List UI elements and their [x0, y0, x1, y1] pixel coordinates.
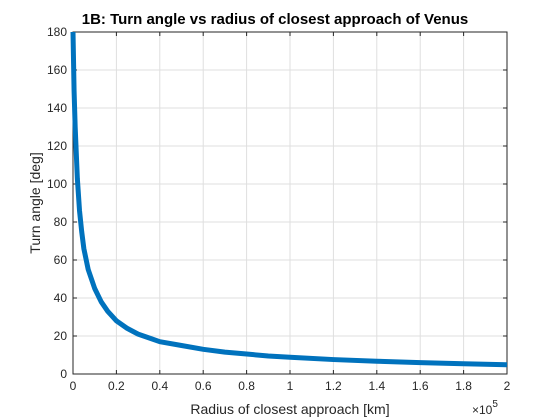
y-tick-label: 20 [54, 329, 68, 343]
tick-labels: 0 0.2 0.4 0.6 0.8 1 1.2 1.4 1.6 1.8 20204060801001… [47, 25, 511, 393]
x-tick-label: 1.8 [455, 379, 472, 393]
series-line [70, 31, 508, 368]
x-tick-label: 2 [504, 379, 511, 393]
y-tick-label: 160 [47, 63, 67, 77]
x-tick-label: 0.2 [108, 379, 125, 393]
y-tick-label: 120 [47, 139, 67, 153]
x-tick-label: 1.4 [368, 379, 385, 393]
series-layer [70, 31, 508, 368]
x-tick-label: 0.6 [195, 379, 212, 393]
x-tick-label: 1.6 [412, 379, 429, 393]
y-axis-label: Turn angle [deg] [27, 152, 43, 253]
axes [72, 31, 508, 375]
y-tick-label: 40 [54, 291, 68, 305]
x-axis-exponent: ×105 [472, 399, 498, 417]
x-axis-label: Radius of closest approach [km] [190, 401, 389, 417]
y-tick-label: 140 [47, 101, 67, 115]
chart-title: 1B: Turn angle vs radius of closest appr… [82, 11, 468, 28]
x-tick-label: 0.4 [151, 379, 168, 393]
x-tick-label: 1.2 [325, 379, 342, 393]
x-tick-label: 1 [287, 379, 294, 393]
y-tick-label: 0 [60, 367, 67, 381]
x-tick-label: 0 [70, 379, 77, 393]
y-tick-label: 180 [47, 25, 67, 39]
y-tick-label: 100 [47, 177, 67, 191]
x-tick-label: 0.8 [238, 379, 255, 393]
x-axis-exponent-base: ×10 [472, 403, 493, 417]
y-tick-label: 60 [54, 253, 68, 267]
y-tick-label: 80 [54, 215, 68, 229]
x-axis-exponent-power: 5 [492, 399, 498, 410]
